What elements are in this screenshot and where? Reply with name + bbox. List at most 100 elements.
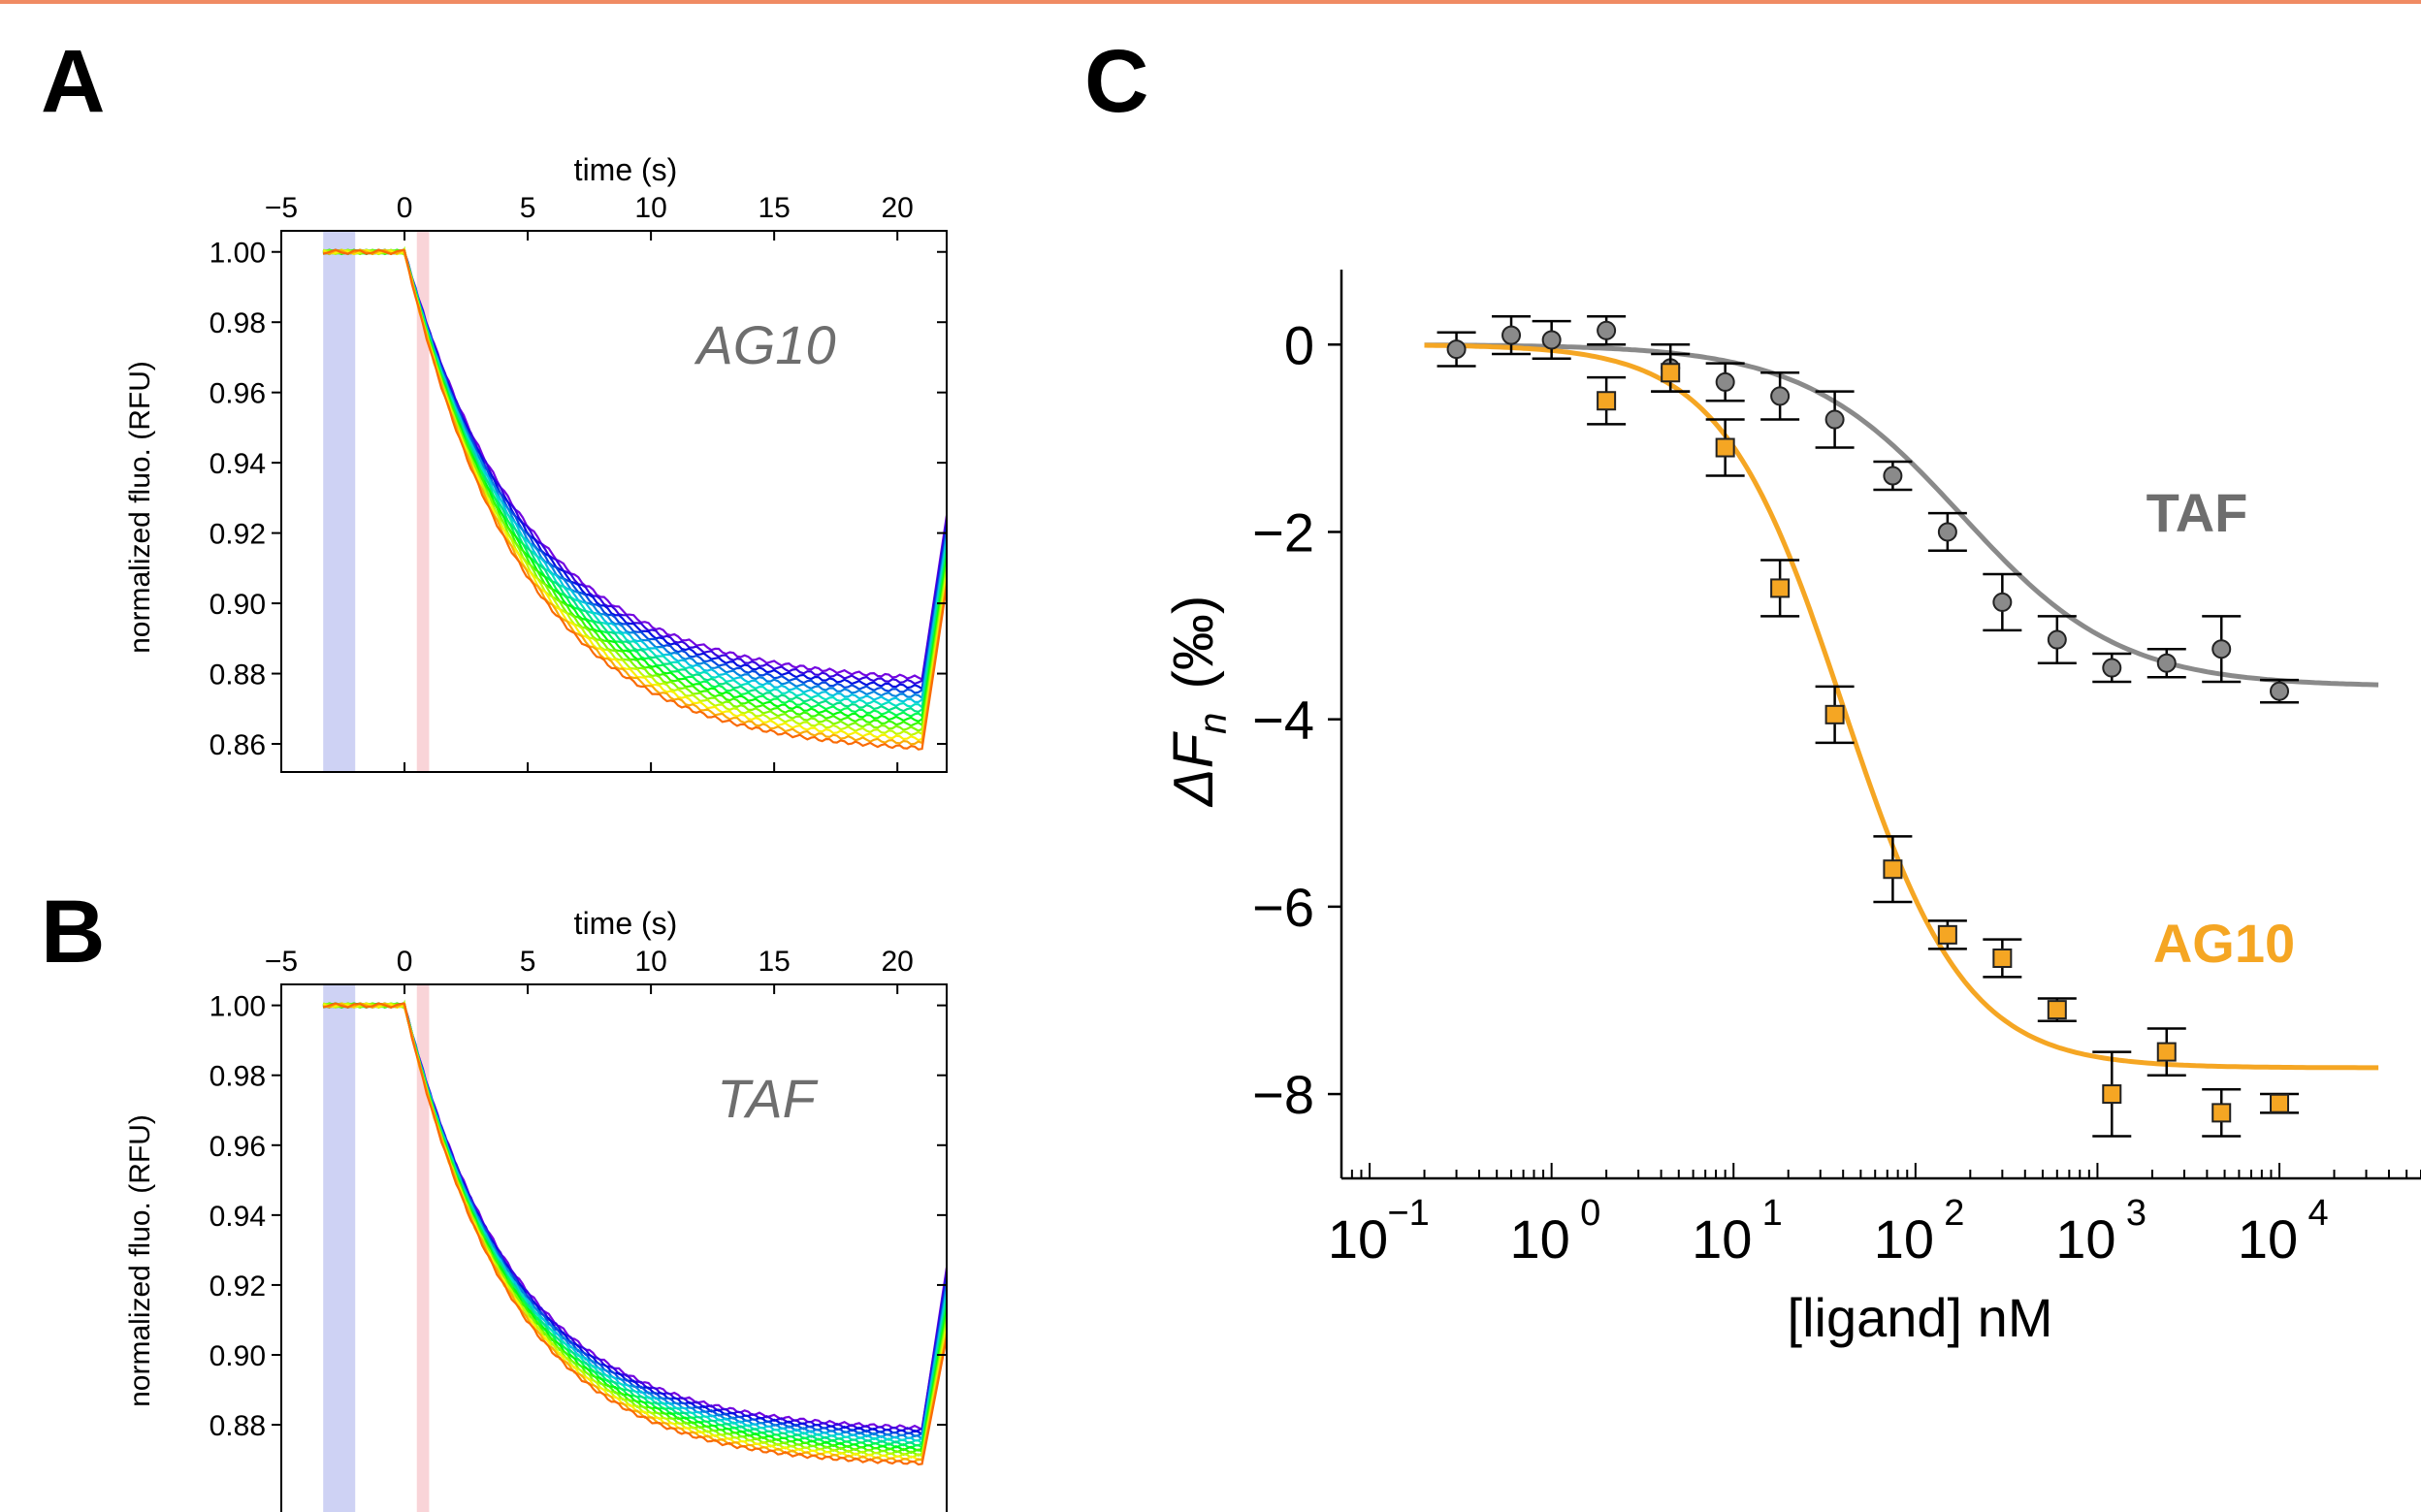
panel-c-xtick-label: 10: [2055, 1208, 2115, 1270]
panel-b-shaded-region-0: [323, 984, 356, 1512]
panel-b-shaded-region-1: [416, 984, 430, 1512]
panel-c-point-taf: [1597, 320, 1617, 340]
panel-c-point-ag10: [1770, 578, 1791, 598]
panel-c-point-taf: [2270, 681, 2290, 701]
panel-c-fit-taf: [1424, 342, 2379, 688]
panel-b-plot: −5 0 5 10 15 20 time (s) 0.88 0.90 0.92 0.94 0.96 0.…: [124, 906, 949, 1512]
panel-b-trace: [322, 1002, 949, 1459]
panel-a-trace: [322, 247, 949, 742]
panel-a-ytick-label: 0.86: [210, 729, 266, 761]
panel-c-point-ag10: [2211, 1103, 2232, 1123]
panel-c-ylabel-unit: (‰): [1162, 595, 1225, 705]
panel-c-point-taf: [1501, 325, 1522, 345]
panel-c-point-ag10: [1883, 859, 1903, 880]
panel-b-ytick-label: 0.94: [210, 1201, 266, 1233]
panel-a-xtick-label: −5: [265, 192, 298, 224]
panel-a-ytick-label: 0.94: [210, 448, 266, 480]
panel-c-series-label-taf: TAF: [2147, 482, 2248, 543]
panel-a-ytick-label: 0.98: [210, 307, 266, 339]
panel-b-trace: [323, 1000, 949, 1442]
panel-c-point-taf: [2156, 653, 2177, 673]
panel-c-point-taf: [2211, 639, 2232, 659]
panel-letter-c: C: [1084, 32, 1149, 131]
panel-b-annotation: TAF: [717, 1068, 818, 1129]
panel-c-point-taf: [1715, 371, 1735, 392]
panel-c-point-taf: [1937, 522, 1957, 542]
panel-c-point-ag10: [2047, 1000, 2067, 1020]
panel-b-trace: [322, 1002, 949, 1466]
panel-a-xtick-label: 20: [881, 192, 913, 224]
panel-c-xtick-exponent: 1: [1762, 1193, 1783, 1234]
panel-c-ylabel-delta-f: ΔF: [1162, 730, 1225, 808]
panel-b-ytick-label: 0.98: [210, 1061, 266, 1093]
panel-letter-a: A: [41, 32, 106, 131]
panel-b-trace: [323, 1002, 949, 1436]
panel-c-point-ag10: [1661, 363, 1681, 383]
panel-c-xtick-label: 10: [1328, 1208, 1388, 1270]
panel-a-shaded-region-1: [416, 231, 430, 772]
panel-c-point-taf: [2047, 629, 2067, 650]
panel-c-ytick-label: −4: [1252, 690, 1314, 751]
panel-a-ytick-label: 0.96: [210, 378, 266, 410]
panel-b-ytick-label: 0.90: [210, 1340, 266, 1372]
panel-a-trace: [322, 248, 949, 727]
panel-a-trace: [322, 248, 949, 746]
panel-b-ytick-label: 0.88: [210, 1410, 266, 1442]
panel-a-ytick-label: 0.90: [210, 589, 266, 621]
panel-c-ytick-label: −6: [1252, 877, 1314, 938]
panel-b-trace: [322, 1002, 949, 1432]
panel-c-ytick-label: −8: [1252, 1064, 1314, 1125]
panel-c-point-ag10: [2102, 1084, 2122, 1105]
panel-b-trace: [322, 1002, 949, 1441]
panel-c-point-ag10: [1937, 924, 1957, 945]
panel-c-point-taf: [1883, 466, 1903, 486]
panel-c-xtick-exponent: 3: [2126, 1193, 2147, 1234]
panel-b-xlabel: time (s): [574, 906, 678, 941]
panel-b-xtick-label: 10: [634, 946, 666, 978]
panel-b-trace: [322, 1002, 949, 1447]
panel-c-ytick-label: 0: [1284, 314, 1314, 375]
panel-b-ytick-label: 1.00: [210, 991, 266, 1023]
panel-a-ytick-label: 0.92: [210, 519, 266, 551]
panel-c-xtick-exponent: 0: [1580, 1193, 1600, 1234]
panel-a-xlabel: time (s): [574, 152, 678, 187]
panel-c-xtick-exponent: 4: [2308, 1193, 2328, 1234]
panel-c-point-taf: [1824, 409, 1845, 430]
panel-a-trace: [323, 248, 949, 719]
panel-a-trace: [323, 245, 949, 732]
panel-a-ytick-label: 1.00: [210, 238, 266, 270]
panel-c-point-ag10: [1824, 704, 1845, 724]
panel-c-point-ag10: [1992, 948, 2013, 968]
panel-b-xtick-label: −5: [265, 946, 298, 978]
panel-c-point-taf: [2102, 658, 2122, 678]
panel-c-point-ag10: [2156, 1042, 2177, 1062]
panel-c-point-taf: [1541, 330, 1562, 350]
panel-c-point-taf: [1446, 339, 1467, 360]
panel-c-ylabel: ΔFn (‰): [1162, 595, 1235, 808]
panel-b-xtick-label: 20: [881, 946, 913, 978]
panel-a-xtick-label: 10: [634, 192, 666, 224]
panel-c-series-label-ag10: AG10: [2153, 913, 2295, 974]
panel-a-xtick-label: 5: [520, 192, 536, 224]
panel-b-ytick-label: 0.92: [210, 1271, 266, 1303]
panel-b-ylabel: normalized fluo. (RFU): [124, 1114, 156, 1407]
panel-c-point-ag10: [1597, 391, 1617, 411]
panel-a-trace: [322, 248, 949, 751]
panel-a-ylabel: normalized fluo. (RFU): [124, 361, 156, 654]
panel-c-xtick-exponent: −1: [1387, 1193, 1429, 1234]
panel-c-point-taf: [1992, 592, 2013, 612]
panel-c-point-taf: [1770, 386, 1791, 406]
panel-c-point-ag10: [2270, 1093, 2290, 1113]
panel-c-xtick-exponent: 2: [1944, 1193, 1964, 1234]
panel-a-frame: [280, 230, 948, 773]
panel-letter-b: B: [41, 883, 106, 981]
panel-a-trace: [322, 248, 949, 686]
panel-c-ytick-label: −2: [1252, 501, 1314, 563]
top-divider-rule: [0, 0, 2421, 4]
panel-c-xlabel: [ligand] nM: [1788, 1287, 2053, 1348]
panel-c-ylabel-sub: n: [1192, 713, 1235, 734]
panel-b-trace: [322, 1002, 949, 1433]
